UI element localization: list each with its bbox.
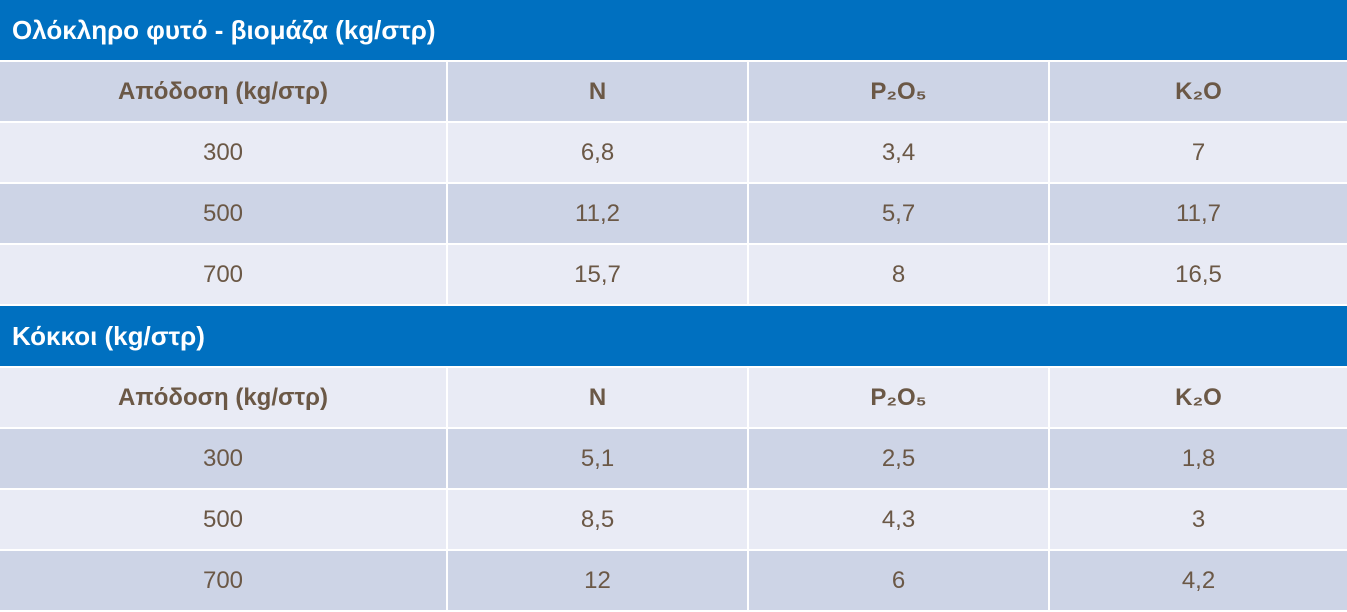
data-row: 700 12 6 4,2 — [0, 551, 1347, 610]
data-cell: 6 — [749, 551, 1048, 610]
header-cell: P₂O₅ — [749, 62, 1048, 121]
data-cell: 4,3 — [749, 490, 1048, 549]
data-cell: 700 — [0, 245, 446, 304]
data-cell: 7 — [1050, 123, 1347, 182]
header-row: Απόδοση (kg/στρ) N P₂O₅ K₂O — [0, 368, 1347, 427]
data-cell: 500 — [0, 184, 446, 243]
data-cell: 300 — [0, 123, 446, 182]
section-title: Ολόκληρο φυτό - βιομάζα (kg/στρ) — [0, 0, 1347, 60]
data-cell: 8,5 — [448, 490, 747, 549]
header-cell: P₂O₅ — [749, 368, 1048, 427]
data-cell: 15,7 — [448, 245, 747, 304]
data-cell: 11,7 — [1050, 184, 1347, 243]
data-cell: 5,1 — [448, 429, 747, 488]
data-row: 300 6,8 3,4 7 — [0, 123, 1347, 182]
header-cell: N — [448, 62, 747, 121]
data-row: 700 15,7 8 16,5 — [0, 245, 1347, 304]
data-cell: 700 — [0, 551, 446, 610]
data-cell: 300 — [0, 429, 446, 488]
data-cell: 3 — [1050, 490, 1347, 549]
data-row: 500 8,5 4,3 3 — [0, 490, 1347, 549]
data-cell: 12 — [448, 551, 747, 610]
data-cell: 5,7 — [749, 184, 1048, 243]
data-cell: 6,8 — [448, 123, 747, 182]
data-cell: 500 — [0, 490, 446, 549]
header-row: Απόδοση (kg/στρ) N P₂O₅ K₂O — [0, 62, 1347, 121]
data-cell: 11,2 — [448, 184, 747, 243]
data-row: 500 11,2 5,7 11,7 — [0, 184, 1347, 243]
data-cell: 16,5 — [1050, 245, 1347, 304]
header-cell: K₂O — [1050, 62, 1347, 121]
data-cell: 1,8 — [1050, 429, 1347, 488]
section-title: Κόκκοι (kg/στρ) — [0, 306, 1347, 366]
data-cell: 2,5 — [749, 429, 1048, 488]
header-cell: Απόδοση (kg/στρ) — [0, 62, 446, 121]
data-cell: 8 — [749, 245, 1048, 304]
header-cell: N — [448, 368, 747, 427]
data-cell: 3,4 — [749, 123, 1048, 182]
data-cell: 4,2 — [1050, 551, 1347, 610]
data-row: 300 5,1 2,5 1,8 — [0, 429, 1347, 488]
header-cell: Απόδοση (kg/στρ) — [0, 368, 446, 427]
header-cell: K₂O — [1050, 368, 1347, 427]
